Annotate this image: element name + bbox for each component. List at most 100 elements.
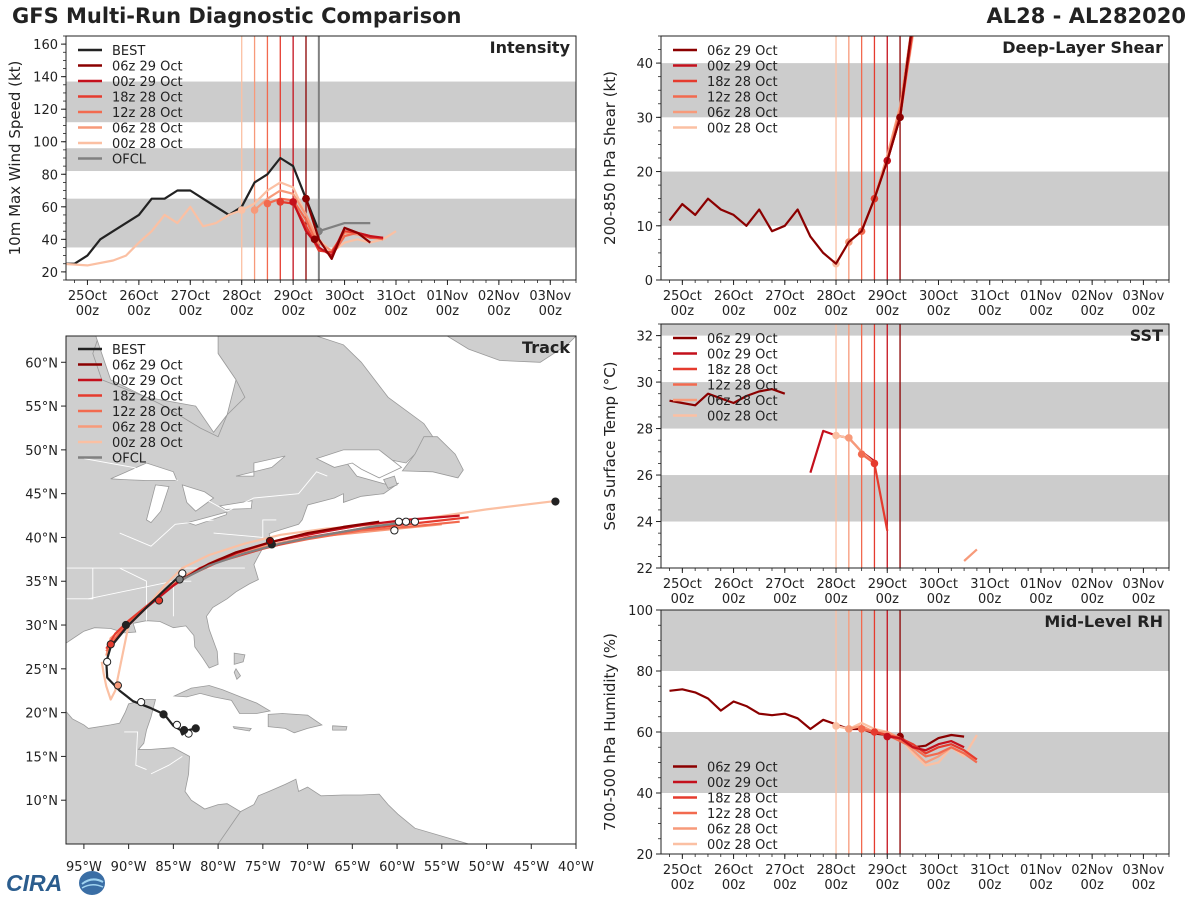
intensity-ytick-label: 40 xyxy=(41,233,58,248)
border-us-canada xyxy=(83,458,178,481)
track-point xyxy=(394,517,403,526)
sst-xtick-sublabel: 00z xyxy=(1029,592,1053,607)
track-ytick-label: 25°N xyxy=(25,663,58,678)
sst-xtick-sublabel: 00z xyxy=(1080,592,1104,607)
shear-legend-label-06z-29-oct: 06z 29 Oct xyxy=(707,44,778,59)
land-newfoundland xyxy=(401,436,464,479)
rh-legend-label-00z-29-oct: 00z 29 Oct xyxy=(707,776,778,791)
rh-ytick-label: 40 xyxy=(636,787,653,802)
shear-xtick-label: 29Oct xyxy=(868,289,907,304)
sst-xtick-label: 29Oct xyxy=(868,577,907,592)
sst-band xyxy=(661,475,1169,522)
sst-point-12z-28-oct xyxy=(857,450,866,458)
land-greenland xyxy=(446,336,576,363)
shear-xtick-sublabel: 00z xyxy=(824,304,848,319)
sst-xtick-label: 30Oct xyxy=(919,577,958,592)
track-point xyxy=(265,536,275,546)
rh-xtick-label: 02Nov xyxy=(1071,863,1113,878)
rh-xtick-sublabel: 00z xyxy=(773,878,797,893)
land-hispaniola xyxy=(267,713,323,734)
sst-title: SST xyxy=(1130,326,1163,345)
sst-ytick-label: 24 xyxy=(636,516,653,531)
rh-xtick-label: 29Oct xyxy=(868,863,907,878)
sst-xtick-sublabel: 00z xyxy=(671,592,695,607)
border-state-5 xyxy=(213,519,277,538)
track-xtick-label: 70°W xyxy=(290,860,326,875)
track-series-ofcl xyxy=(181,520,416,581)
shear-legend-label-18z-28-oct: 18z 28 Oct xyxy=(707,75,778,90)
sst-xtick-label: 27Oct xyxy=(765,577,804,592)
rh-xtick-label: 31Oct xyxy=(970,863,1009,878)
track-point xyxy=(180,726,189,735)
track-point xyxy=(401,517,411,526)
shear-legend-label-06z-28-oct: 06z 28 Oct xyxy=(707,106,778,121)
track-frame xyxy=(65,335,577,845)
track-point xyxy=(103,657,112,666)
rh-xtick-label: 26Oct xyxy=(714,863,753,878)
sst-legend-label-12z-28-oct: 12z 28 Oct xyxy=(707,379,778,394)
sst-xtick-sublabel: 00z xyxy=(927,592,951,607)
shear-legend-label-00z-28-oct: 00z 28 Oct xyxy=(707,122,778,137)
rh-legend-label-00z-28-oct: 00z 28 Oct xyxy=(707,838,778,853)
track-point xyxy=(113,681,122,690)
shear-xtick-label: 02Nov xyxy=(1071,289,1113,304)
track-point xyxy=(172,720,182,729)
rh-xtick-sublabel: 00z xyxy=(927,878,951,893)
shear-xtick-label: 26Oct xyxy=(714,289,753,304)
hudson-bay xyxy=(95,336,237,433)
sst-xtick-label: 25Oct xyxy=(663,577,702,592)
sst-frame xyxy=(660,323,1170,569)
rh-ytick-label: 80 xyxy=(636,665,653,680)
rh-xtick-sublabel: 00z xyxy=(824,878,848,893)
rh-xtick-label: 25Oct xyxy=(663,863,702,878)
shear-xtick-label: 01Nov xyxy=(1020,289,1062,304)
intensity-legend-label-00z-29-oct: 00z 29 Oct xyxy=(112,75,183,90)
track-legend-label-06z-29-oct: 06z 29 Oct xyxy=(112,359,183,374)
track-legend-label-18z-28-oct: 18z 28 Oct xyxy=(112,390,183,405)
track-xtick-label: 60°W xyxy=(379,860,415,875)
intensity-ytick-label: 60 xyxy=(41,201,58,216)
intensity-ylabel: 10m Max Wind Speed (kt) xyxy=(6,61,24,256)
land-bahamas xyxy=(233,652,246,665)
rh-series-00z-29-oct xyxy=(887,735,965,752)
track-point xyxy=(410,517,420,526)
intensity-band xyxy=(66,198,576,248)
track-ytick-label: 20°N xyxy=(25,707,58,722)
intensity-legend-label-06z-29-oct: 06z 29 Oct xyxy=(112,60,183,75)
figure-title: GFS Multi-Run Diagnostic Comparison xyxy=(12,4,462,28)
sst-xtick-label: 28Oct xyxy=(817,577,856,592)
intensity-band xyxy=(66,81,576,123)
track-title: Track xyxy=(522,338,570,357)
shear-plot-area xyxy=(661,36,1169,280)
intensity-series-ofcl xyxy=(318,222,371,233)
track-ytick-label: 15°N xyxy=(25,750,58,765)
shear-ytick-label: 20 xyxy=(636,166,653,181)
rh-xtick-label: 28Oct xyxy=(817,863,856,878)
intensity-legend-label-18z-28-oct: 18z 28 Oct xyxy=(112,91,183,106)
sst-point-18z-28-oct xyxy=(870,459,879,468)
shear-xtick-sublabel: 00z xyxy=(927,304,951,319)
intensity-series-best xyxy=(66,156,320,265)
panel-track: 95°W 90°W 85°W 80°W 75°W 70°W 65°W 60°W 55°W 50°W… xyxy=(25,335,594,875)
intensity-xtick-sublabel: 00z xyxy=(127,304,151,319)
intensity-ytick-label: 20 xyxy=(41,266,58,281)
border-central-america xyxy=(124,731,147,771)
track-xtick-label: 55°W xyxy=(424,860,460,875)
track-legend-label-ofcl: OFCL xyxy=(112,452,147,467)
border-central-america-2 xyxy=(150,756,183,775)
track-point xyxy=(121,620,131,630)
shear-point-06z-29-oct xyxy=(896,113,904,122)
intensity-xtick-label: 27Oct xyxy=(171,289,210,304)
land-cape-breton xyxy=(383,475,398,489)
intensity-xtick-label: 29Oct xyxy=(274,289,313,304)
shear-xtick-label: 25Oct xyxy=(663,289,702,304)
shear-legend-label-00z-29-oct: 00z 29 Oct xyxy=(707,60,778,75)
shear-series-06z-29-oct xyxy=(668,36,912,265)
rh-xtick-sublabel: 00z xyxy=(671,878,695,893)
intensity-xtick-label: 28Oct xyxy=(222,289,261,304)
track-ytick-label: 10°N xyxy=(25,794,58,809)
shear-xtick-sublabel: 00z xyxy=(1132,304,1156,319)
shear-title: Deep-Layer Shear xyxy=(1002,38,1163,57)
intensity-xtick-label: 03Nov xyxy=(529,289,571,304)
